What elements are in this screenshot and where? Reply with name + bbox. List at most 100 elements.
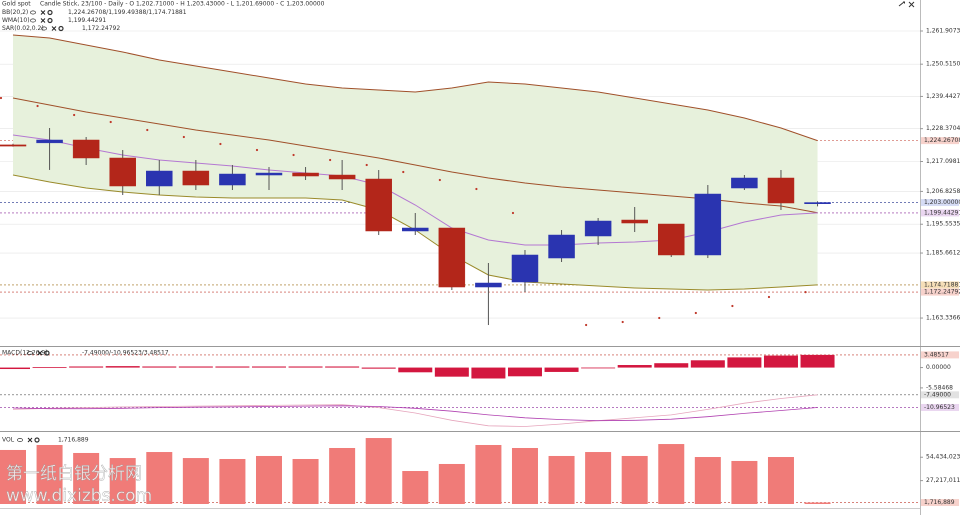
volume-bar <box>585 452 612 504</box>
visibility-icon[interactable] <box>17 438 23 442</box>
macd-histogram-bar <box>434 367 469 377</box>
macd-histogram-bar <box>361 367 396 369</box>
settings-icon[interactable] <box>58 25 64 32</box>
volume-bar <box>219 458 246 504</box>
sar-dot <box>292 153 295 157</box>
sar-dot <box>365 163 368 167</box>
macd-histogram-bar <box>0 367 30 370</box>
price-badge <box>921 199 959 207</box>
macd-histogram-bar <box>178 366 213 368</box>
sar-dot <box>329 158 332 162</box>
sar-dot <box>219 142 222 146</box>
legend-value: 1,199.44291 <box>68 17 106 24</box>
candle-body <box>658 223 685 256</box>
macd-histogram-bar <box>215 366 250 368</box>
sar-dot <box>621 320 624 324</box>
sar-dot <box>109 120 112 124</box>
chart-title: Gold spot <box>2 1 31 8</box>
remove-icon[interactable] <box>27 437 33 443</box>
legend-value: 1,224.26708/1,199.49388/1,174.71881 <box>68 9 187 16</box>
price-badge-label: 1,199.44291 <box>924 209 960 216</box>
macd-histogram-bar <box>251 366 286 368</box>
macd-histogram-bar <box>617 365 652 368</box>
remove-icon[interactable] <box>40 18 46 23</box>
macd-histogram-bar <box>69 366 104 368</box>
volume-bar <box>438 463 465 504</box>
price-badge <box>921 288 959 296</box>
candle-body <box>438 227 466 288</box>
sar-dot <box>182 135 185 139</box>
volume-bar <box>255 455 282 504</box>
settings-icon[interactable] <box>34 437 40 443</box>
visibility-icon[interactable] <box>27 351 33 355</box>
candle-body <box>475 282 502 288</box>
macd-histogram-bar <box>507 367 542 377</box>
y-tick-label: 1,195.55355 <box>926 221 960 228</box>
y-tick-label: 1,261.90738 <box>926 28 960 35</box>
volume-bar <box>731 460 758 504</box>
price-badge-label: 3.48517 <box>924 351 949 358</box>
candle-body <box>219 173 246 186</box>
volume-bar <box>0 449 26 504</box>
candle-body <box>365 178 392 232</box>
candle-body <box>109 157 136 187</box>
settings-icon[interactable] <box>47 9 53 16</box>
volume-bar <box>511 447 538 504</box>
remove-icon[interactable] <box>40 10 46 15</box>
volume-bar <box>621 455 648 504</box>
sar-dot <box>402 170 405 174</box>
band-fill <box>13 34 818 290</box>
macd-histogram-bar <box>325 366 360 368</box>
panel-title: MACD(12,26,9) <box>2 350 48 357</box>
price-badge-label: -7.49000 <box>924 391 951 398</box>
sar-dot <box>767 295 771 299</box>
visibility-icon[interactable] <box>30 10 36 15</box>
close-icon[interactable] <box>908 1 915 8</box>
expand-icon[interactable] <box>898 1 905 7</box>
watermark: www.dixizbs.com <box>6 486 152 506</box>
sar-dot <box>438 178 441 182</box>
visibility-icon[interactable] <box>30 18 36 23</box>
band-middle <box>12 97 818 214</box>
volume-bar <box>365 438 392 504</box>
toolbar-icons[interactable] <box>898 1 915 8</box>
band-upper <box>12 34 818 142</box>
macd-histogram-bar <box>105 366 140 368</box>
macd-histogram-bar <box>544 367 579 372</box>
price-badge <box>921 351 959 359</box>
remove-icon[interactable] <box>37 350 43 356</box>
y-tick-label: -5.58468 <box>926 384 953 391</box>
candle-body <box>146 170 173 187</box>
volume-bar <box>548 455 575 504</box>
remove-icon[interactable] <box>51 26 57 31</box>
candle-body <box>402 227 429 232</box>
price-badge <box>921 137 959 145</box>
legend-name: WMA(10) <box>2 17 30 24</box>
visibility-icon[interactable] <box>41 26 47 31</box>
candle-body <box>328 174 356 180</box>
macd-histogram-bar <box>800 354 835 368</box>
candle-body <box>767 177 795 204</box>
sar-dot <box>511 211 515 215</box>
y-tick-label: 1,217.09816 <box>926 158 960 165</box>
price-badge <box>921 391 959 399</box>
candle-body <box>584 220 612 237</box>
sar-dot <box>804 290 807 294</box>
settings-icon[interactable] <box>47 17 53 24</box>
candle-body <box>182 170 210 186</box>
y-tick-label: 27,217,011 <box>926 477 960 484</box>
settings-icon[interactable] <box>44 350 50 356</box>
volume-bar <box>475 444 502 504</box>
sar-dot <box>585 323 588 327</box>
candle-body <box>548 234 575 259</box>
legend-name: SAR(0.02,0.2) <box>2 25 44 32</box>
volume-bar <box>182 458 209 504</box>
macd-histogram-bar <box>654 363 689 368</box>
volume-bar <box>804 502 831 504</box>
macd-histogram-bar <box>471 367 506 379</box>
y-tick-label: 1,206.82585 <box>926 188 960 195</box>
sar-dot <box>658 316 661 320</box>
volume-bar <box>292 458 319 504</box>
